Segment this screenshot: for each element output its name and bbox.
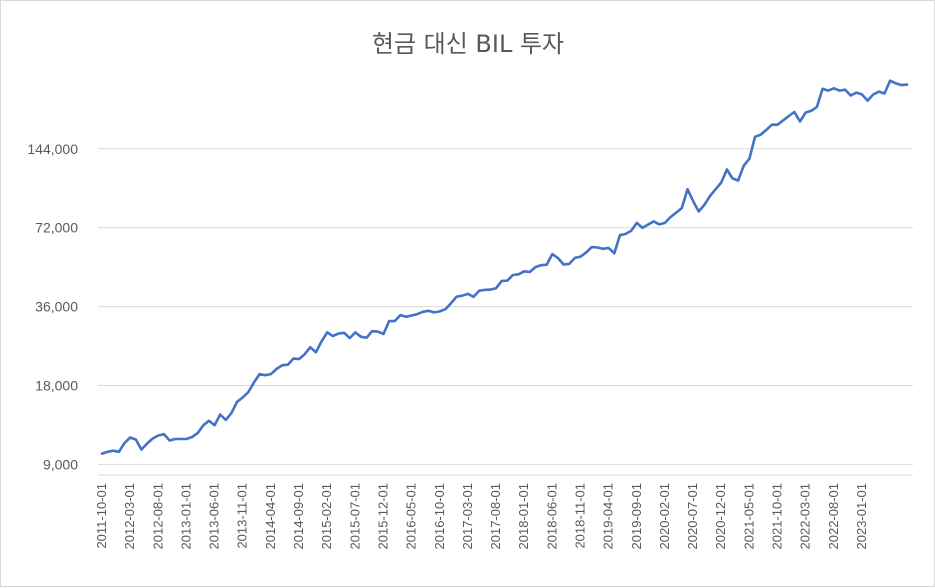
- x-tick-label: 2018-06-01: [544, 483, 559, 550]
- gridlines: [98, 148, 913, 476]
- x-tick-label: 2014-04-01: [263, 483, 278, 550]
- x-tick-label: 2020-12-01: [713, 483, 728, 550]
- x-tick-label: 2021-05-01: [741, 483, 756, 550]
- x-tick-label: 2018-01-01: [516, 483, 531, 550]
- x-tick-label: 2015-07-01: [347, 483, 362, 550]
- x-tick-label: 2012-08-01: [150, 483, 165, 550]
- x-tick-label: 2017-03-01: [460, 483, 475, 550]
- x-tick-label: 2015-02-01: [319, 483, 334, 550]
- series-group: [100, 79, 909, 455]
- x-tick-label: 2013-11-01: [235, 483, 250, 549]
- x-tick-label: 2015-12-01: [375, 483, 390, 550]
- y-tick-label: 36,000: [35, 299, 78, 315]
- x-tick-label: 2012-03-01: [122, 483, 137, 550]
- x-tick-label: 2013-06-01: [207, 483, 222, 550]
- x-tick-label: 2019-09-01: [629, 483, 644, 550]
- x-tick-label: 2013-01-01: [178, 483, 193, 550]
- x-tick-label: 2016-10-01: [432, 483, 447, 550]
- x-tick-label: 2017-08-01: [488, 483, 503, 550]
- x-tick-label: 2022-03-01: [798, 483, 813, 550]
- x-tick-label: 2020-02-01: [657, 483, 672, 550]
- x-tick-label: 2021-10-01: [770, 483, 785, 550]
- x-tick-label: 2020-07-01: [685, 483, 700, 550]
- x-tick-label: 2023-01-01: [854, 483, 869, 550]
- x-tick-label: 2014-09-01: [291, 483, 306, 550]
- x-tick-label: 2019-04-01: [601, 483, 616, 550]
- chart-title: 현금 대신 BIL 투자: [372, 30, 564, 58]
- x-tick-label: 2018-11-01: [572, 483, 587, 549]
- series-line: [100, 79, 909, 455]
- y-axis: 9,000 18,000 36,000 72,000 144,000: [27, 141, 78, 473]
- x-tick-label: 2011-10-01: [94, 483, 109, 549]
- y-tick-label: 72,000: [35, 220, 78, 236]
- y-tick-label: 18,000: [35, 378, 78, 394]
- y-tick-label: 9,000: [43, 456, 78, 472]
- x-axis: 2011-10-01 2012-03-01 2012-08-01 2013-01-01…: [94, 483, 869, 550]
- y-tick-label: 144,000: [27, 141, 78, 157]
- x-tick-label: 2016-05-01: [404, 483, 419, 550]
- x-tick-label: 2022-08-01: [826, 483, 841, 550]
